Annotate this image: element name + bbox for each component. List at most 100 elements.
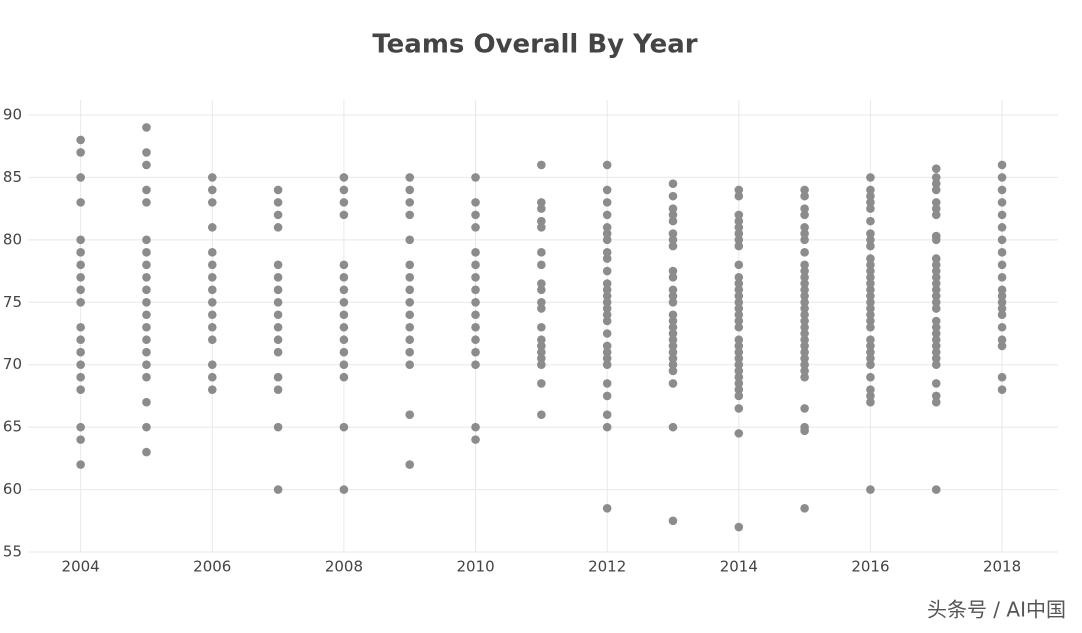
point: [405, 410, 415, 419]
point: [405, 173, 415, 182]
point: [800, 310, 809, 320]
x-tick-label: 2016: [851, 558, 889, 576]
point: [866, 229, 875, 238]
point: [471, 198, 480, 207]
point: [997, 260, 1007, 270]
point: [866, 360, 875, 370]
point: [734, 191, 744, 201]
point: [142, 148, 151, 157]
y-tick-label: 90: [3, 105, 22, 123]
point: [997, 210, 1007, 220]
point: [734, 235, 744, 245]
point: [997, 248, 1007, 257]
point: [339, 297, 349, 307]
point: [668, 266, 678, 276]
point: [602, 198, 612, 207]
point: [602, 254, 612, 263]
point: [931, 279, 941, 288]
point: [471, 422, 480, 432]
point: [602, 354, 612, 363]
point: [339, 335, 349, 345]
point: [997, 310, 1007, 320]
point: [207, 285, 217, 295]
point: [537, 379, 546, 388]
point: [734, 279, 744, 288]
point: [76, 235, 85, 245]
point: [734, 429, 744, 438]
point: [602, 160, 612, 170]
point: [537, 360, 546, 370]
point: [602, 347, 612, 357]
point: [76, 322, 85, 332]
point: [602, 503, 612, 513]
point: [734, 341, 744, 351]
point: [866, 185, 875, 195]
point: [405, 310, 415, 320]
point: [602, 235, 612, 245]
point: [668, 516, 678, 526]
point: [602, 229, 612, 238]
point: [866, 485, 875, 494]
point: [339, 347, 349, 357]
x-tick-label: 2014: [720, 558, 758, 576]
point: [866, 291, 875, 301]
point: [602, 291, 612, 301]
point: [273, 273, 283, 282]
point: [142, 235, 151, 245]
point: [866, 260, 875, 270]
chart-title: Teams Overall By Year: [372, 30, 697, 60]
point: [997, 322, 1007, 332]
point: [273, 385, 283, 394]
point: [339, 372, 349, 382]
point: [207, 273, 217, 282]
point: [668, 273, 678, 282]
point: [207, 173, 217, 182]
point: [734, 316, 744, 326]
point: [602, 279, 612, 288]
point: [931, 341, 941, 351]
point: [273, 335, 283, 345]
point: [931, 354, 941, 363]
point: [800, 191, 809, 201]
x-tick-label: 2010: [456, 558, 494, 576]
point: [668, 335, 678, 345]
point: [339, 260, 349, 270]
point: [931, 360, 941, 370]
point: [668, 285, 678, 295]
point: [537, 410, 546, 419]
point: [734, 372, 744, 382]
point: [800, 372, 809, 382]
point: [734, 522, 744, 532]
point: [866, 216, 875, 226]
point: [668, 241, 678, 251]
point: [273, 485, 283, 494]
point: [800, 291, 809, 301]
y-tick-label: 80: [3, 230, 22, 248]
point: [800, 229, 809, 238]
point: [142, 335, 151, 345]
point: [734, 223, 744, 232]
point: [800, 316, 809, 326]
point: [866, 191, 875, 201]
point: [405, 322, 415, 332]
point: [997, 173, 1007, 182]
point: [207, 297, 217, 307]
point: [142, 422, 151, 432]
point: [273, 422, 283, 432]
point: [866, 266, 875, 276]
point: [866, 354, 875, 363]
point: [76, 198, 85, 207]
point: [997, 235, 1007, 245]
point: [405, 297, 415, 307]
point: [668, 341, 678, 351]
point: [997, 385, 1007, 394]
point: [734, 354, 744, 363]
point: [537, 216, 546, 226]
point: [668, 210, 678, 220]
point: [602, 304, 612, 313]
point: [734, 379, 744, 388]
y-tick-label: 65: [3, 418, 22, 436]
point: [142, 260, 151, 270]
point: [800, 185, 809, 195]
